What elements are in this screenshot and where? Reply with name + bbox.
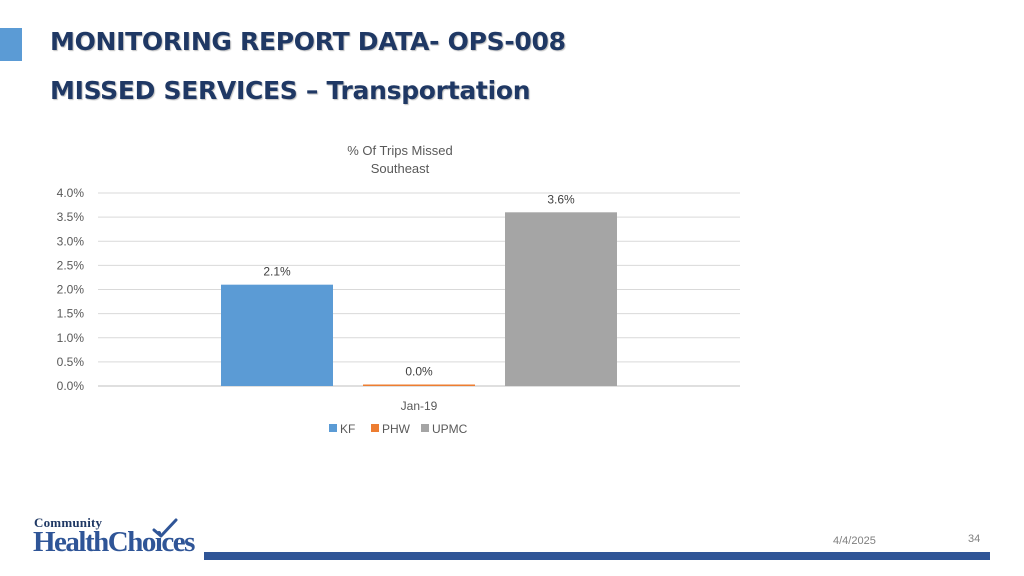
y-tick-label: 0.0% [57, 379, 85, 393]
y-tick-label: 2.5% [57, 258, 85, 272]
bar-chart: % Of Trips Missed Southeast 0.0% 0.5% 1.0% 1.… [57, 143, 740, 436]
page-number: 34 [968, 533, 981, 545]
accent-square [0, 28, 22, 61]
bar-phw [363, 384, 475, 386]
y-tick-label: 3.0% [57, 234, 85, 248]
slide-title-line-1: MONITORING REPORT DATA- OPS-008 [50, 27, 566, 56]
y-tick-label: 1.0% [57, 331, 85, 345]
checkmark-icon [152, 518, 178, 538]
chart-title: % Of Trips Missed [347, 143, 452, 158]
legend-label-upmc: UPMC [432, 422, 468, 436]
data-label-phw: 0.0% [405, 365, 433, 379]
y-tick-label: 3.5% [57, 210, 85, 224]
legend-label-kf: KF [340, 422, 355, 436]
slide-title-line-2: MISSED SERVICES – Transportation [50, 76, 531, 105]
data-label-kf: 2.1% [263, 265, 291, 279]
y-tick-label: 0.5% [57, 355, 85, 369]
y-tick-label: 2.0% [57, 283, 85, 297]
legend-swatch-upmc [421, 424, 429, 432]
chart-subtitle: Southeast [371, 161, 430, 176]
footer-bar [204, 552, 990, 560]
footer-date: 4/4/2025 [833, 535, 876, 547]
logo-text-top: Community [34, 515, 103, 530]
data-label-upmc: 3.6% [547, 192, 575, 206]
legend-swatch-kf [329, 424, 337, 432]
logo-text-bottom: HealthChoices [33, 526, 195, 558]
y-tick-label: 4.0% [57, 186, 85, 200]
y-tick-label: 1.5% [57, 307, 85, 321]
bar-kf [221, 284, 333, 386]
legend-label-phw: PHW [382, 422, 411, 436]
community-healthchoices-logo: Community HealthChoices [33, 512, 200, 560]
x-tick-label: Jan-19 [401, 399, 438, 413]
bar-upmc [505, 212, 617, 386]
legend-swatch-phw [371, 424, 379, 432]
